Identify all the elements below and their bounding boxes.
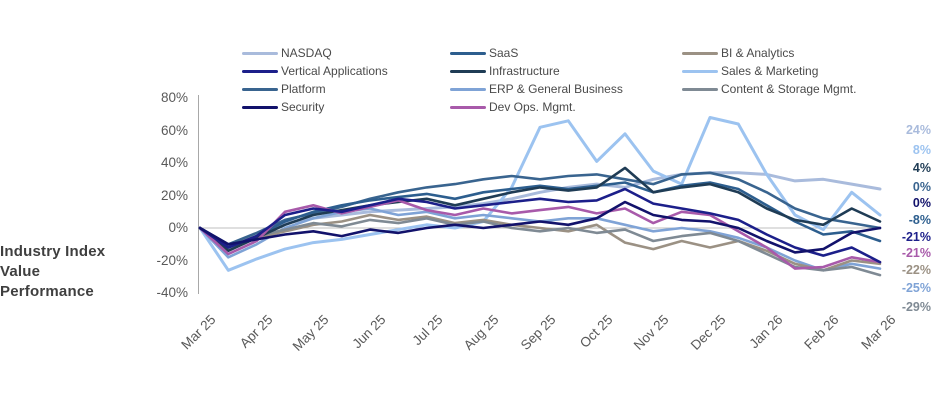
legend-item-security[interactable]: Security xyxy=(242,98,388,116)
y-tick-label: 0% xyxy=(168,220,188,235)
legend-label-dev-ops-mgmt: Dev Ops. Mgmt. xyxy=(489,100,576,114)
end-label-erp-general-business: -25% xyxy=(901,281,931,295)
series-line-dev-ops-mgmt[interactable] xyxy=(198,199,882,270)
end-label-sales-marketing: 8% xyxy=(912,143,931,157)
series-line-sales-marketing[interactable] xyxy=(198,116,882,272)
end-label-vertical-applications: -21% xyxy=(901,230,931,244)
series-line-vertical-applications[interactable] xyxy=(198,187,882,264)
y-tick-label: 40% xyxy=(160,155,188,170)
end-label-saas: -8% xyxy=(908,213,931,227)
legend-label-vertical-applications: Vertical Applications xyxy=(281,64,388,78)
y-tick-label: 20% xyxy=(160,187,188,203)
series-line-saas[interactable] xyxy=(198,181,882,249)
end-label-dev-ops-mgmt: -21% xyxy=(901,246,931,260)
end-label-content-storage-mgmt: -29% xyxy=(901,300,931,314)
legend-swatch-erp-general-business xyxy=(450,87,486,91)
end-label-infrastructure: 4% xyxy=(912,161,931,175)
legend-label-nasdaq: NASDAQ xyxy=(281,46,332,60)
chart-title: Industry Index Value Performance xyxy=(0,243,106,300)
legend-item-bi-analytics[interactable]: BI & Analytics xyxy=(682,44,856,62)
legend-label-sales-marketing: Sales & Marketing xyxy=(721,64,819,78)
legend-item-content-storage-mgmt[interactable]: Content & Storage Mgmt. xyxy=(682,80,856,98)
series-line-platform[interactable] xyxy=(198,171,882,246)
end-label-bi-analytics: -22% xyxy=(901,263,931,277)
y-tick-label: 80% xyxy=(160,90,188,105)
legend-item-saas[interactable]: SaaS xyxy=(450,44,623,62)
legend-label-infrastructure: Infrastructure xyxy=(489,64,560,78)
legend-column-3: BI & Analytics Sales & Marketing Content &… xyxy=(682,44,856,98)
y-tick-label: 60% xyxy=(160,122,188,138)
legend-swatch-bi-analytics xyxy=(682,51,718,55)
legend-label-bi-analytics: BI & Analytics xyxy=(721,46,795,60)
legend-swatch-content-storage-mgmt xyxy=(682,87,718,91)
legend-item-nasdaq[interactable]: NASDAQ xyxy=(242,44,388,62)
y-tick-label: -40% xyxy=(156,285,188,300)
legend-label-security: Security xyxy=(281,100,325,114)
legend-swatch-security xyxy=(242,105,278,109)
legend-column-1: NASDAQ Vertical Applications Platform Secur… xyxy=(242,44,388,116)
end-label-security: 0% xyxy=(912,196,931,210)
legend-item-infrastructure[interactable]: Infrastructure xyxy=(450,62,623,80)
legend-column-2: SaaS Infrastructure ERP & General Business… xyxy=(450,44,623,116)
legend-label-content-storage-mgmt: Content & Storage Mgmt. xyxy=(721,82,857,96)
legend-swatch-saas xyxy=(450,51,486,55)
legend-item-erp-general-business[interactable]: ERP & General Business xyxy=(450,80,623,98)
legend-item-dev-ops-mgmt[interactable]: Dev Ops. Mgmt. xyxy=(450,98,623,116)
legend-swatch-sales-marketing xyxy=(682,69,718,73)
series-line-content-storage-mgmt[interactable] xyxy=(198,217,882,277)
legend-label-saas: SaaS xyxy=(489,46,519,60)
legend-item-platform[interactable]: Platform xyxy=(242,80,388,98)
legend-label-erp-general-business: ERP & General Business xyxy=(489,82,623,96)
legend-item-vertical-applications[interactable]: Vertical Applications xyxy=(242,62,388,80)
legend-swatch-nasdaq xyxy=(242,51,278,55)
series-line-security[interactable] xyxy=(198,200,882,254)
series-line-bi-analytics[interactable] xyxy=(198,213,882,272)
legend-swatch-platform xyxy=(242,87,278,91)
legend-swatch-vertical-applications xyxy=(242,69,278,73)
series-line-infrastructure[interactable] xyxy=(198,166,882,253)
legend-swatch-dev-ops-mgmt xyxy=(450,105,486,109)
legend-label-platform: Platform xyxy=(281,82,326,96)
legend-item-sales-marketing[interactable]: Sales & Marketing xyxy=(682,62,856,80)
end-label-nasdaq: 24% xyxy=(905,123,931,137)
legend-swatch-infrastructure xyxy=(450,69,486,73)
y-tick-label: -20% xyxy=(156,252,188,268)
end-label-platform: 0% xyxy=(912,180,931,194)
